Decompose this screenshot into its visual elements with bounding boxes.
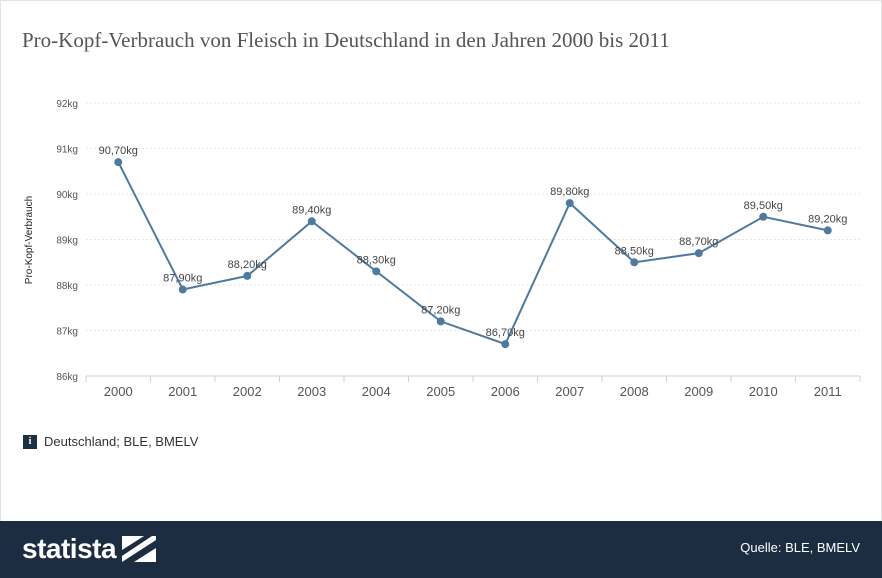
axes: 86kg 87kg 88kg 89kg 90kg 91kg 92kg 2000 2001 2002… <box>56 99 861 399</box>
data-labels: 90,70kg 87,90kg 88,20kg 89,40kg 88,30kg 87,20… <box>99 145 848 339</box>
x-tick-label: 2001 <box>168 384 197 399</box>
x-tick-label: 2006 <box>491 384 520 399</box>
y-axis-label: Pro-Kopf-Verbrauch <box>24 196 35 284</box>
x-tick-label: 2010 <box>749 384 778 399</box>
x-tick-label: 2004 <box>362 384 391 399</box>
data-point <box>823 226 832 235</box>
brand-text: statista <box>22 533 117 564</box>
y-tick-label: 91kg <box>56 145 78 156</box>
source-text: Quelle: BLE, BMELV <box>740 540 860 555</box>
grid-lines <box>86 102 860 331</box>
data-label: 89,50kg <box>744 200 783 212</box>
x-tick-label: 2003 <box>297 384 326 399</box>
y-tick-label: 86kg <box>56 372 78 383</box>
data-point <box>501 340 510 349</box>
x-tick-label: 2005 <box>426 384 455 399</box>
y-tick-label: 92kg <box>56 99 78 110</box>
data-label: 88,50kg <box>615 245 654 257</box>
info-text: Deutschland; BLE, BMELV <box>44 434 199 449</box>
statista-logo[interactable]: statista <box>22 533 157 565</box>
data-label: 88,20kg <box>228 259 267 271</box>
line-chart: 86kg 87kg 88kg 89kg 90kg 91kg 92kg 2000 2001 2002… <box>24 99 861 399</box>
data-point <box>307 217 316 226</box>
data-point <box>243 271 252 280</box>
data-label: 89,80kg <box>550 186 589 198</box>
x-tick-label: 2000 <box>104 384 133 399</box>
data-label: 88,70kg <box>679 236 718 248</box>
data-label: 86,70kg <box>486 327 525 339</box>
data-label: 87,20kg <box>421 304 460 316</box>
footer: statista Quelle: BLE, BMELV <box>0 521 882 578</box>
x-tick-label: 2002 <box>233 384 262 399</box>
data-point <box>114 158 123 167</box>
x-tick-label: 2009 <box>684 384 713 399</box>
series-line <box>117 161 829 346</box>
series <box>114 158 832 349</box>
y-tick-label: 87kg <box>56 327 78 338</box>
data-label: 89,40kg <box>292 204 331 216</box>
chart-title: Pro-Kopf-Verbrauch von Fleisch in Deutsc… <box>22 28 670 52</box>
x-tick-label: 2007 <box>555 384 584 399</box>
x-tick-label: 2008 <box>620 384 649 399</box>
statista-logo-icon <box>122 536 157 562</box>
x-tick-label: 2011 <box>814 384 842 399</box>
y-tick-label: 88kg <box>56 281 78 292</box>
data-point <box>694 249 703 258</box>
info-source: i Deutschland; BLE, BMELV <box>23 434 198 449</box>
data-label: 89,20kg <box>808 213 847 225</box>
data-point <box>436 317 445 326</box>
data-point <box>630 258 639 267</box>
info-icon[interactable]: i <box>23 434 37 449</box>
data-point <box>759 212 768 221</box>
data-point <box>565 199 574 208</box>
data-point <box>178 285 187 294</box>
data-label: 90,70kg <box>99 145 138 157</box>
y-tick-label: 89kg <box>56 236 78 247</box>
data-point <box>372 267 381 276</box>
y-tick-label: 90kg <box>56 190 78 201</box>
data-label: 87,90kg <box>163 273 202 285</box>
data-label: 88,30kg <box>357 254 396 266</box>
